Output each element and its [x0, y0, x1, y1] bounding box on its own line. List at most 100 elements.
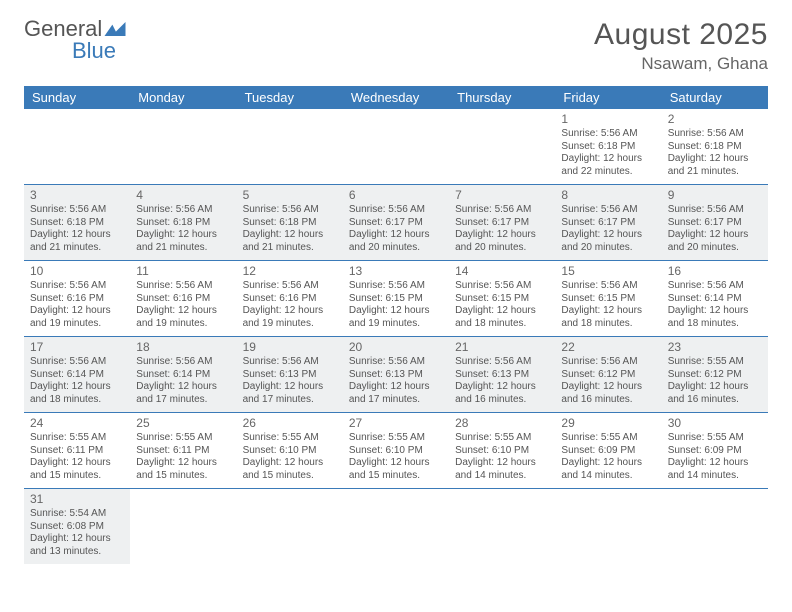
- sunset-line: Sunset: 6:09 PM: [668, 445, 762, 458]
- sunset-line: Sunset: 6:10 PM: [455, 445, 549, 458]
- daylight-line: Daylight: 12 hours and 20 minutes.: [561, 229, 655, 254]
- day-number: 18: [136, 340, 230, 355]
- daylight-line: Daylight: 12 hours and 21 minutes.: [136, 229, 230, 254]
- sunset-line: Sunset: 6:14 PM: [30, 369, 124, 382]
- day-number: 7: [455, 188, 549, 203]
- sunset-line: Sunset: 6:17 PM: [455, 217, 549, 230]
- day-header: Friday: [555, 86, 661, 109]
- logo: GeneralBlue: [24, 18, 126, 62]
- daylight-line: Daylight: 12 hours and 21 minutes.: [30, 229, 124, 254]
- daylight-line: Daylight: 12 hours and 16 minutes.: [561, 381, 655, 406]
- calendar-day: 5Sunrise: 5:56 AMSunset: 6:18 PMDaylight…: [237, 185, 343, 261]
- day-number: 11: [136, 264, 230, 279]
- calendar-empty: [343, 489, 449, 565]
- day-header: Wednesday: [343, 86, 449, 109]
- sunrise-line: Sunrise: 5:56 AM: [561, 128, 655, 141]
- day-header: Monday: [130, 86, 236, 109]
- daylight-line: Daylight: 12 hours and 15 minutes.: [349, 457, 443, 482]
- day-number: 1: [561, 112, 655, 127]
- sunrise-line: Sunrise: 5:56 AM: [136, 204, 230, 217]
- day-number: 20: [349, 340, 443, 355]
- sunrise-line: Sunrise: 5:56 AM: [668, 128, 762, 141]
- sunset-line: Sunset: 6:16 PM: [243, 293, 337, 306]
- day-number: 28: [455, 416, 549, 431]
- day-number: 13: [349, 264, 443, 279]
- sunrise-line: Sunrise: 5:54 AM: [30, 508, 124, 521]
- calendar-day: 18Sunrise: 5:56 AMSunset: 6:14 PMDayligh…: [130, 337, 236, 413]
- daylight-line: Daylight: 12 hours and 20 minutes.: [455, 229, 549, 254]
- sunrise-line: Sunrise: 5:55 AM: [136, 432, 230, 445]
- calendar-empty: [343, 109, 449, 185]
- sunset-line: Sunset: 6:15 PM: [349, 293, 443, 306]
- sunset-line: Sunset: 6:16 PM: [30, 293, 124, 306]
- sunset-line: Sunset: 6:18 PM: [30, 217, 124, 230]
- day-number: 14: [455, 264, 549, 279]
- day-number: 4: [136, 188, 230, 203]
- daylight-line: Daylight: 12 hours and 14 minutes.: [455, 457, 549, 482]
- sunrise-line: Sunrise: 5:56 AM: [30, 204, 124, 217]
- header: GeneralBlue August 2025 Nsawam, Ghana: [24, 18, 768, 74]
- sunset-line: Sunset: 6:08 PM: [30, 521, 124, 534]
- sunrise-line: Sunrise: 5:56 AM: [349, 204, 443, 217]
- calendar-day: 22Sunrise: 5:56 AMSunset: 6:12 PMDayligh…: [555, 337, 661, 413]
- calendar-empty: [662, 489, 768, 565]
- calendar-day: 8Sunrise: 5:56 AMSunset: 6:17 PMDaylight…: [555, 185, 661, 261]
- day-number: 15: [561, 264, 655, 279]
- calendar-table: SundayMondayTuesdayWednesdayThursdayFrid…: [24, 86, 768, 564]
- calendar-day: 30Sunrise: 5:55 AMSunset: 6:09 PMDayligh…: [662, 413, 768, 489]
- sunrise-line: Sunrise: 5:56 AM: [136, 356, 230, 369]
- day-number: 5: [243, 188, 337, 203]
- sunset-line: Sunset: 6:18 PM: [561, 141, 655, 154]
- sunrise-line: Sunrise: 5:55 AM: [30, 432, 124, 445]
- day-number: 31: [30, 492, 124, 507]
- calendar-day: 11Sunrise: 5:56 AMSunset: 6:16 PMDayligh…: [130, 261, 236, 337]
- calendar-day: 10Sunrise: 5:56 AMSunset: 6:16 PMDayligh…: [24, 261, 130, 337]
- day-number: 24: [30, 416, 124, 431]
- day-header: Saturday: [662, 86, 768, 109]
- calendar-week: 3Sunrise: 5:56 AMSunset: 6:18 PMDaylight…: [24, 185, 768, 261]
- daylight-line: Daylight: 12 hours and 20 minutes.: [668, 229, 762, 254]
- calendar-day: 15Sunrise: 5:56 AMSunset: 6:15 PMDayligh…: [555, 261, 661, 337]
- sunrise-line: Sunrise: 5:56 AM: [455, 280, 549, 293]
- calendar-day: 14Sunrise: 5:56 AMSunset: 6:15 PMDayligh…: [449, 261, 555, 337]
- day-number: 30: [668, 416, 762, 431]
- sunset-line: Sunset: 6:13 PM: [455, 369, 549, 382]
- daylight-line: Daylight: 12 hours and 19 minutes.: [30, 305, 124, 330]
- sunrise-line: Sunrise: 5:56 AM: [349, 356, 443, 369]
- calendar-week: 1Sunrise: 5:56 AMSunset: 6:18 PMDaylight…: [24, 109, 768, 185]
- daylight-line: Daylight: 12 hours and 19 minutes.: [243, 305, 337, 330]
- daylight-line: Daylight: 12 hours and 21 minutes.: [668, 153, 762, 178]
- sunset-line: Sunset: 6:11 PM: [30, 445, 124, 458]
- daylight-line: Daylight: 12 hours and 20 minutes.: [349, 229, 443, 254]
- sunset-line: Sunset: 6:18 PM: [668, 141, 762, 154]
- calendar-day: 2Sunrise: 5:56 AMSunset: 6:18 PMDaylight…: [662, 109, 768, 185]
- calendar-empty: [237, 109, 343, 185]
- day-number: 2: [668, 112, 762, 127]
- day-number: 25: [136, 416, 230, 431]
- calendar-day: 19Sunrise: 5:56 AMSunset: 6:13 PMDayligh…: [237, 337, 343, 413]
- sunrise-line: Sunrise: 5:55 AM: [349, 432, 443, 445]
- calendar-day: 31Sunrise: 5:54 AMSunset: 6:08 PMDayligh…: [24, 489, 130, 565]
- calendar-day: 24Sunrise: 5:55 AMSunset: 6:11 PMDayligh…: [24, 413, 130, 489]
- sunset-line: Sunset: 6:17 PM: [668, 217, 762, 230]
- calendar-day: 26Sunrise: 5:55 AMSunset: 6:10 PMDayligh…: [237, 413, 343, 489]
- sunset-line: Sunset: 6:15 PM: [561, 293, 655, 306]
- sunrise-line: Sunrise: 5:56 AM: [349, 280, 443, 293]
- sunrise-line: Sunrise: 5:55 AM: [668, 432, 762, 445]
- calendar-day: 16Sunrise: 5:56 AMSunset: 6:14 PMDayligh…: [662, 261, 768, 337]
- sunset-line: Sunset: 6:18 PM: [243, 217, 337, 230]
- title-block: August 2025 Nsawam, Ghana: [594, 18, 768, 74]
- day-header-row: SundayMondayTuesdayWednesdayThursdayFrid…: [24, 86, 768, 109]
- sunrise-line: Sunrise: 5:56 AM: [561, 280, 655, 293]
- sunset-line: Sunset: 6:18 PM: [136, 217, 230, 230]
- calendar-empty: [449, 109, 555, 185]
- day-number: 22: [561, 340, 655, 355]
- daylight-line: Daylight: 12 hours and 15 minutes.: [30, 457, 124, 482]
- daylight-line: Daylight: 12 hours and 19 minutes.: [349, 305, 443, 330]
- calendar-day: 1Sunrise: 5:56 AMSunset: 6:18 PMDaylight…: [555, 109, 661, 185]
- day-number: 10: [30, 264, 124, 279]
- sunset-line: Sunset: 6:16 PM: [136, 293, 230, 306]
- sunset-line: Sunset: 6:11 PM: [136, 445, 230, 458]
- calendar-week: 17Sunrise: 5:56 AMSunset: 6:14 PMDayligh…: [24, 337, 768, 413]
- day-number: 21: [455, 340, 549, 355]
